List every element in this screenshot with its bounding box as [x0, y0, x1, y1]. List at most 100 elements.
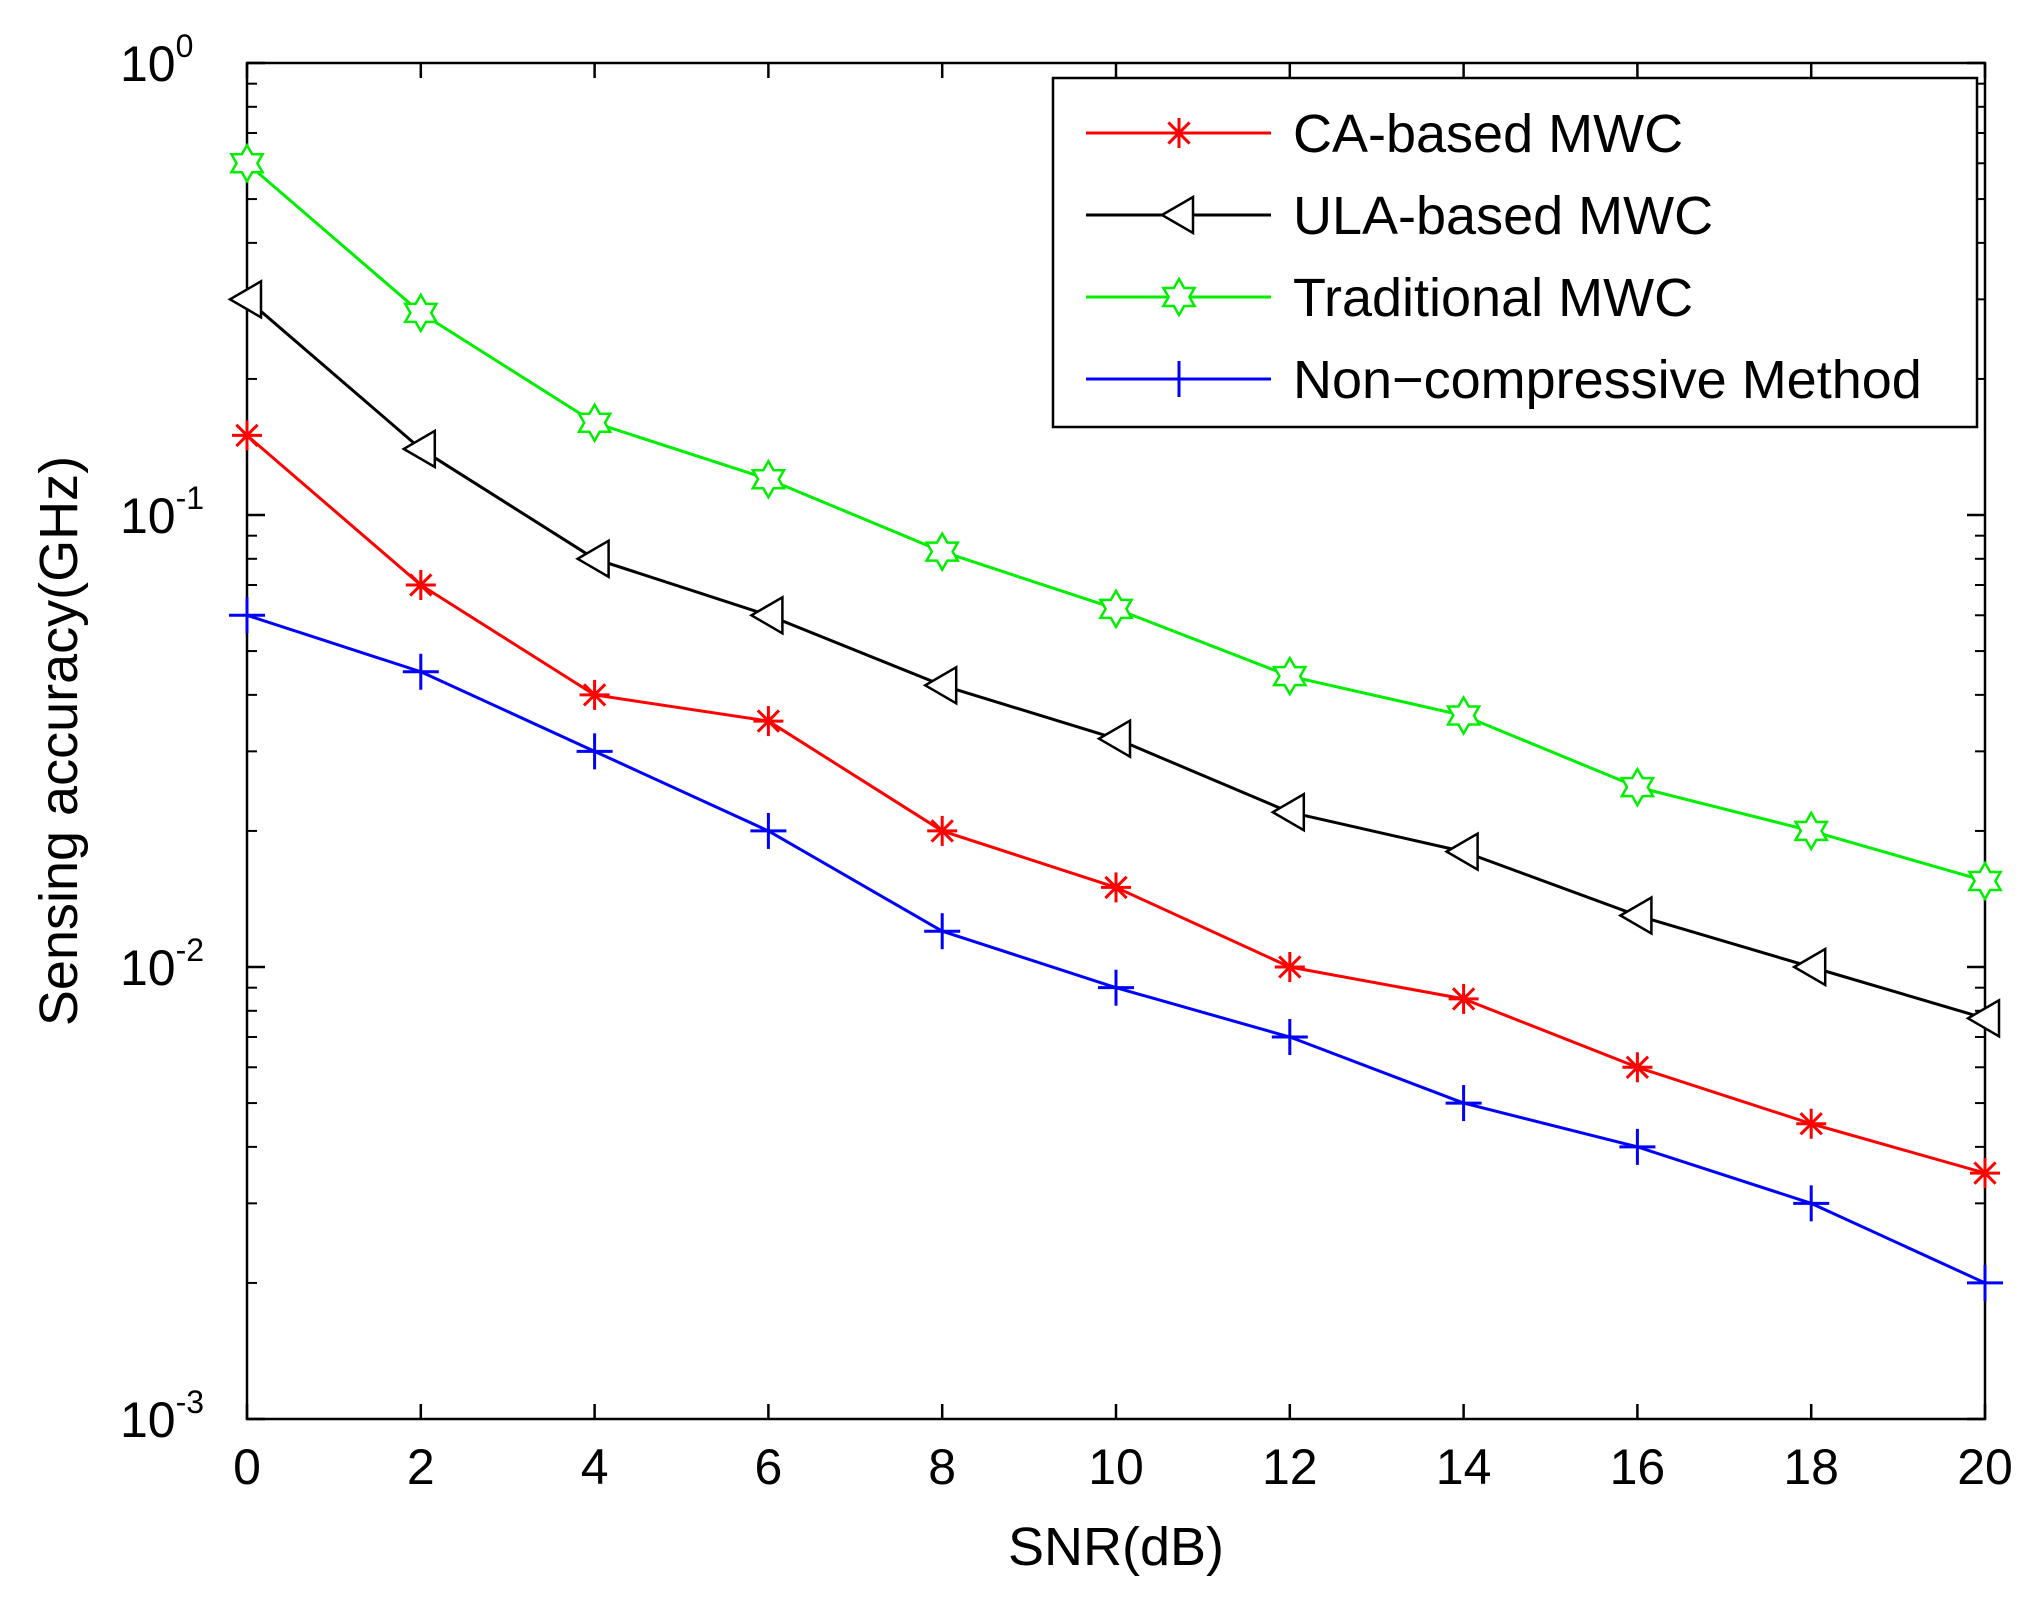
data-point	[1793, 1185, 1830, 1222]
y-tick-exponent: -2	[176, 932, 204, 968]
legend-box	[1051, 76, 1979, 429]
data-point	[1967, 860, 2003, 902]
y-tick-exponent: -3	[176, 1384, 204, 1420]
asterisk-stroke	[1278, 955, 1302, 979]
asterisk-stroke	[1167, 121, 1191, 145]
data-point	[1444, 831, 1479, 872]
legend-marker	[1161, 361, 1197, 397]
data-point	[1098, 588, 1134, 630]
data-point	[924, 913, 961, 950]
data-point	[922, 665, 958, 706]
asterisk-stroke	[1104, 875, 1128, 900]
x-tick-label: 2	[407, 1439, 435, 1495]
data-point	[402, 653, 439, 690]
legend-entry: CA-based MWC	[1086, 104, 1683, 164]
y-axis-title: Sensing accuracy(GHz)	[29, 456, 89, 1026]
asterisk-stroke	[235, 423, 259, 448]
data-point	[1272, 655, 1308, 697]
data-point	[1271, 1019, 1308, 1056]
x-tick-label: 4	[581, 1439, 609, 1495]
y-tick-label: 10-3	[120, 1384, 204, 1448]
legend-entry: Non−compressive Method	[1086, 350, 1922, 410]
legend-label: CA-based MWC	[1293, 104, 1683, 164]
series-layer	[227, 142, 2003, 1301]
data-point	[1445, 1085, 1482, 1122]
data-point	[1619, 766, 1656, 808]
data-point	[748, 595, 784, 636]
data-point	[576, 402, 613, 444]
data-point	[1970, 1158, 2000, 1189]
data-point	[1622, 1052, 1653, 1083]
x-tick-label: 20	[1957, 1439, 2013, 1495]
data-point	[229, 597, 265, 634]
data-point	[229, 142, 265, 184]
x-tick-label: 6	[754, 1439, 782, 1495]
series-2	[229, 142, 2003, 902]
data-point	[576, 733, 613, 770]
legend-label: Non−compressive Method	[1293, 350, 1922, 410]
data-point	[750, 812, 787, 849]
data-point	[1096, 718, 1132, 759]
asterisk-stroke	[1625, 1055, 1650, 1079]
y-tick-base: 10	[120, 1392, 176, 1448]
data-point	[579, 679, 610, 710]
legend: CA-based MWC ULA-based MWC Traditional MWC…	[1051, 76, 1979, 429]
asterisk-stroke	[1451, 987, 1476, 1011]
data-point	[1270, 792, 1306, 833]
x-tick-label: 8	[928, 1439, 956, 1495]
data-point	[750, 458, 787, 500]
x-tick-label: 10	[1088, 1439, 1144, 1495]
x-tick-label: 12	[1262, 1439, 1318, 1495]
data-point	[1445, 695, 1482, 737]
asterisk-stroke	[756, 709, 781, 733]
x-tick-label: 18	[1783, 1439, 1839, 1495]
data-point	[1101, 872, 1131, 903]
data-point	[1793, 810, 1829, 852]
data-point	[1791, 946, 1827, 988]
data-point	[575, 538, 610, 579]
data-point	[232, 420, 262, 451]
y-tick-exponent: -1	[176, 480, 204, 516]
legend-entry: ULA-based MWC	[1086, 186, 1713, 246]
y-tick-label: 10-1	[120, 480, 204, 544]
x-tick-label: 16	[1610, 1439, 1666, 1495]
legend-entry: Traditional MWC	[1086, 268, 1693, 328]
data-point	[401, 428, 437, 470]
data-point	[1098, 969, 1134, 1006]
legend-marker	[1164, 118, 1194, 148]
data-point	[927, 815, 958, 846]
data-point	[1274, 952, 1305, 982]
series-3	[229, 597, 2003, 1301]
x-tick-label: 0	[233, 1439, 261, 1495]
asterisk-stroke	[930, 819, 954, 843]
data-point	[1619, 1128, 1656, 1165]
series-0	[232, 420, 2000, 1189]
legend-marker	[1161, 276, 1197, 318]
legend-label: Traditional MWC	[1293, 268, 1693, 328]
data-point	[1965, 998, 2001, 1039]
data-point	[1796, 1108, 1827, 1139]
legend-label: ULA-based MWC	[1293, 186, 1713, 246]
x-axis-title: SNR(dB)	[1008, 1517, 1224, 1577]
data-point	[1448, 983, 1479, 1014]
series-1	[227, 279, 2001, 1039]
asterisk-stroke	[409, 573, 433, 597]
y-tick-label: 10-2	[120, 932, 204, 996]
data-point	[1617, 895, 1653, 936]
y-tick-base: 10	[120, 36, 176, 92]
y-tick-base: 10	[120, 940, 176, 996]
legend-marker	[1159, 194, 1195, 236]
data-point	[403, 292, 439, 334]
y-tick-label: 100	[120, 28, 193, 92]
y-tick-exponent: 0	[176, 28, 194, 64]
data-point	[405, 570, 436, 601]
y-tick-base: 10	[120, 488, 176, 544]
x-tick-label: 14	[1436, 1439, 1492, 1495]
asterisk-stroke	[1799, 1112, 1823, 1136]
data-point	[227, 279, 263, 320]
asterisk-stroke	[582, 683, 607, 707]
data-point	[1967, 1264, 2003, 1301]
data-point	[753, 706, 784, 737]
